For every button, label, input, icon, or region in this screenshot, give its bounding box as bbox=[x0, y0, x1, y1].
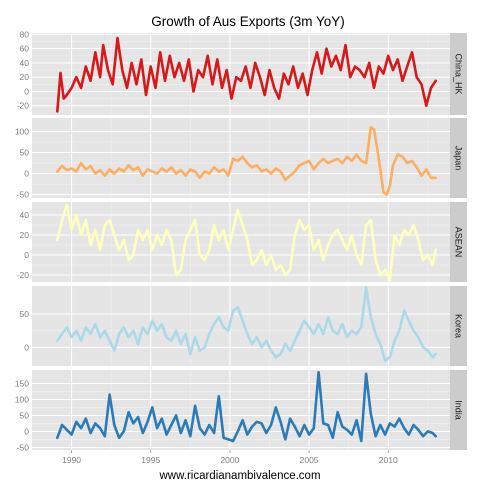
series-line-korea bbox=[56, 286, 437, 362]
panel-background bbox=[32, 286, 450, 366]
facet-strip bbox=[450, 286, 467, 366]
x-tick-label: 2000 bbox=[220, 455, 239, 465]
chart-caption: www.ricardianambivalence.com bbox=[158, 470, 320, 480]
y-tick-label: 50 bbox=[20, 309, 30, 319]
x-tick-label: 1990 bbox=[62, 455, 81, 465]
chart-title: Growth of Aus Exports (3m YoY) bbox=[151, 14, 345, 29]
panel-asean: -20 0 20 40 ASEAN bbox=[17, 202, 467, 282]
panels-layer: -20 0 20 40 60 80 China_HK -50 0 50 100 Japan -20 0 20… bbox=[15, 29, 467, 452]
series-line-japan bbox=[56, 126, 437, 196]
y-tick-label: 100 bbox=[15, 394, 29, 404]
panel-japan: -50 0 50 100 Japan bbox=[15, 118, 467, 200]
facet-label: Korea bbox=[454, 314, 464, 338]
y-tick-label: 0 bbox=[24, 342, 29, 352]
facet-label: China_HK bbox=[454, 53, 464, 94]
y-tick-label: 0 bbox=[24, 169, 29, 179]
y-tick-label: 100 bbox=[15, 126, 29, 136]
facet-strip bbox=[450, 33, 467, 115]
facet-strip bbox=[450, 118, 467, 198]
series-line-asean bbox=[56, 203, 437, 282]
facet-label: Japan bbox=[454, 146, 464, 171]
y-tick-label: -50 bbox=[17, 190, 30, 200]
y-tick-label: 0 bbox=[24, 250, 29, 260]
y-tick-label: -20 bbox=[17, 270, 30, 280]
x-tick-label: 2005 bbox=[300, 455, 319, 465]
facet-strip bbox=[450, 370, 467, 450]
panel-background bbox=[32, 33, 450, 115]
y-tick-label: 20 bbox=[20, 230, 30, 240]
facet-label: India bbox=[454, 400, 464, 420]
panel-china-hk: -20 0 20 40 60 80 China_HK bbox=[17, 29, 467, 115]
x-axis: 1990 1995 2000 2005 2010 bbox=[62, 450, 398, 465]
panel-background bbox=[32, 202, 450, 282]
x-tick-label: 1995 bbox=[141, 455, 160, 465]
y-tick-label: 80 bbox=[20, 29, 30, 39]
y-tick-label: 20 bbox=[20, 72, 30, 82]
panel-background bbox=[32, 370, 450, 450]
facet-label: ASEAN bbox=[454, 227, 464, 258]
y-tick-label: 60 bbox=[20, 44, 30, 54]
y-tick-label: -50 bbox=[17, 442, 30, 452]
facet-strip bbox=[450, 202, 467, 282]
panel-india: -50 0 50 100 150 India bbox=[15, 370, 467, 452]
x-tick-label: 2010 bbox=[379, 455, 398, 465]
y-tick-label: 50 bbox=[20, 148, 30, 158]
y-tick-label: 0 bbox=[24, 86, 29, 96]
y-tick-label: 0 bbox=[24, 426, 29, 436]
y-tick-label: 40 bbox=[20, 210, 30, 220]
series-line-india bbox=[56, 370, 437, 443]
y-tick-label: 150 bbox=[15, 378, 29, 388]
series-line-china-hk bbox=[56, 36, 437, 113]
panel-korea: 0 50 Korea bbox=[20, 286, 467, 366]
y-tick-label: 40 bbox=[20, 58, 30, 68]
y-tick-label: 50 bbox=[20, 410, 30, 420]
y-tick-label: -20 bbox=[17, 101, 30, 111]
